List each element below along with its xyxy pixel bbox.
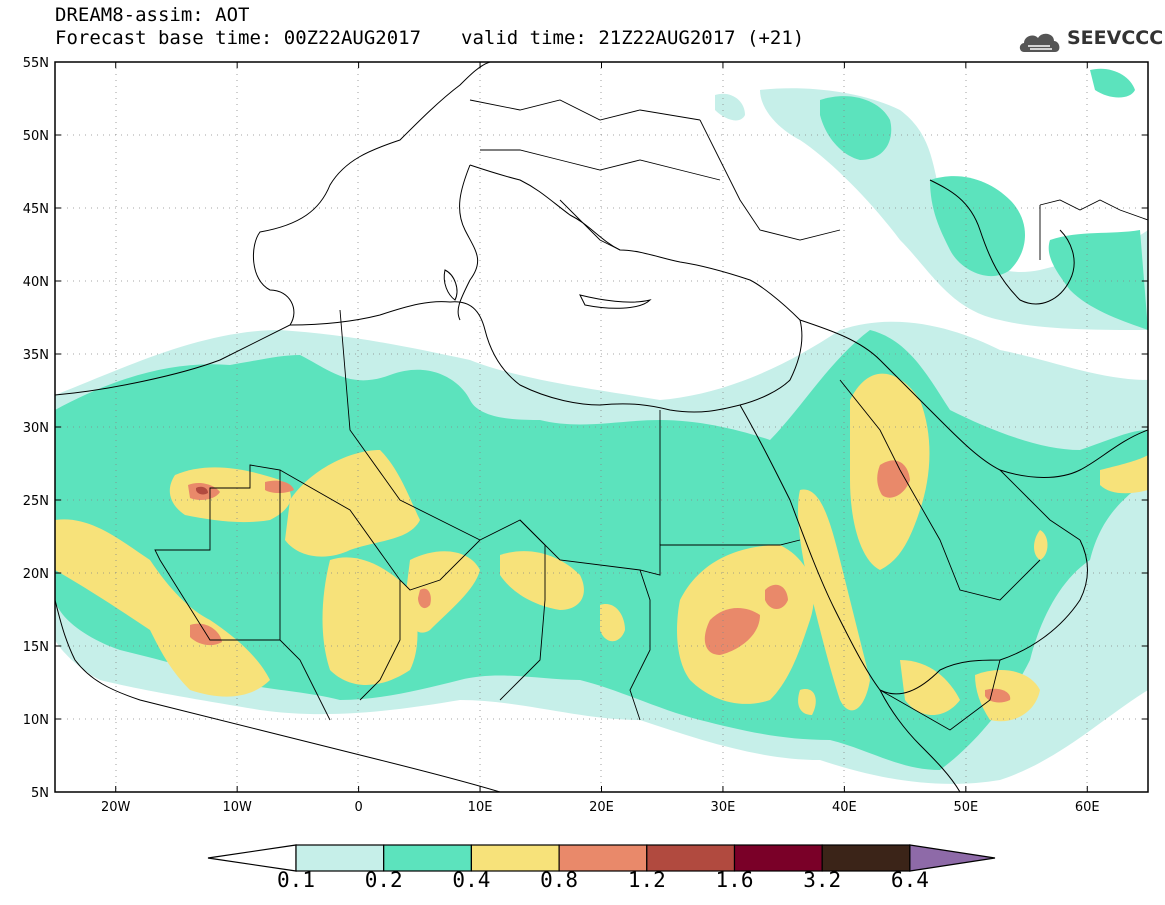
lon-label: 10E: [468, 800, 493, 815]
aot-contour-1.2: [196, 486, 208, 495]
latitude-labels: 55N 50N 45N 40N 35N 30N 25N 20N 15N 10N 5N: [23, 56, 49, 801]
lon-label: 20W: [101, 800, 131, 815]
map-title: DREAM8-assim: AOT: [55, 4, 250, 26]
colorbar-label: 0.2: [364, 868, 403, 892]
lat-label: 45N: [23, 202, 49, 217]
lat-label: 15N: [23, 640, 49, 655]
lat-label: 35N: [23, 348, 49, 363]
lat-label: 50N: [23, 129, 49, 144]
lat-label: 55N: [23, 56, 49, 71]
cloud-icon: [1019, 33, 1060, 52]
lon-label: 50E: [953, 800, 978, 815]
lat-label: 40N: [23, 275, 49, 290]
lon-label: 60E: [1075, 800, 1100, 815]
borders: [154, 99, 1148, 731]
tick-marks: [55, 61, 1148, 793]
colorbar-cell: [821, 844, 911, 872]
logo-text: SEEVCCC: [1067, 27, 1164, 49]
graticule: [55, 62, 1148, 792]
lon-label: 30E: [711, 800, 736, 815]
colorbar: [207, 844, 996, 872]
lon-label: 20E: [589, 800, 614, 815]
coastlines: [55, 62, 1148, 792]
lat-label: 5N: [31, 786, 49, 801]
colorbar-label: 0.8: [540, 868, 579, 892]
lon-label: 10W: [222, 800, 252, 815]
colorbar-label: 6.4: [890, 868, 929, 892]
colorbar-label: 0.4: [452, 868, 491, 892]
time-info: Forecast base time: 00Z22AUG2017 valid ti…: [55, 27, 804, 49]
lat-label: 10N: [23, 713, 49, 728]
colorbar-cell: [470, 844, 560, 872]
aot-map: 55N 50N 45N 40N 35N 30N 25N 20N 15N 10N 5N 20W 10W 0…: [23, 56, 1149, 815]
colorbar-arrow-right: [909, 844, 996, 872]
lon-label: 40E: [832, 800, 857, 815]
valid-time: valid time: 21Z22AUG2017 (+21): [461, 27, 805, 49]
colorbar-label: 3.2: [803, 868, 842, 892]
logo: [1019, 33, 1060, 52]
colorbar-cell: [558, 844, 648, 872]
base-time: Forecast base time: 00Z22AUG2017: [55, 27, 422, 49]
lat-label: 30N: [23, 421, 49, 436]
lat-label: 20N: [23, 567, 49, 582]
colorbar-cell: [295, 844, 385, 872]
colorbar-cell: [646, 844, 736, 872]
colorbar-label: 1.6: [715, 868, 754, 892]
colorbar-label: 1.2: [627, 868, 666, 892]
lat-label: 25N: [23, 494, 49, 509]
lon-label: 0: [354, 800, 362, 815]
longitude-labels: 20W 10W 0 10E 20E 30E 40E 50E 60E: [101, 800, 1100, 815]
colorbar-label: 0.1: [277, 868, 315, 892]
